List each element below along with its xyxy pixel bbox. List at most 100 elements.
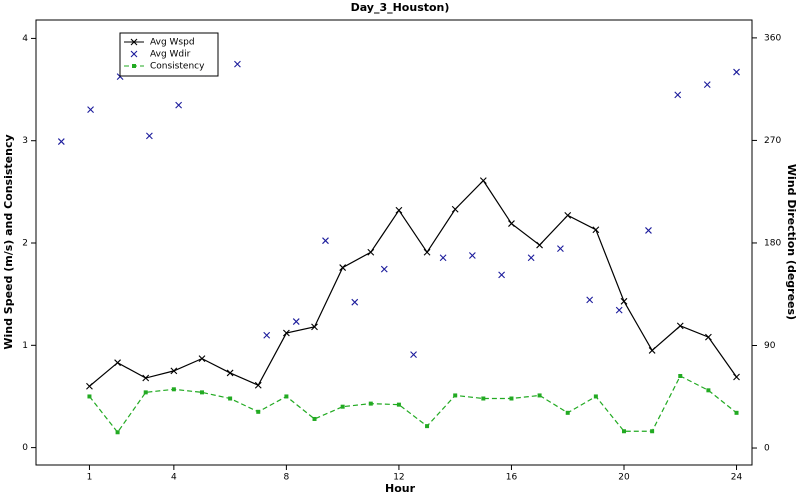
marker-stroke <box>145 132 153 140</box>
marker <box>621 429 626 434</box>
marker-stroke <box>439 254 447 262</box>
marker <box>87 394 92 399</box>
marker-stroke <box>114 359 121 367</box>
marker <box>86 382 93 390</box>
marker <box>453 393 458 398</box>
x-tick-label: 8 <box>284 473 290 483</box>
marker-stroke <box>367 248 375 256</box>
marker <box>311 323 318 331</box>
marker <box>593 394 598 399</box>
marker-stroke <box>479 177 487 184</box>
marker-stroke <box>142 374 150 382</box>
marker-stroke <box>87 106 94 114</box>
marker <box>479 177 487 184</box>
marker <box>199 390 204 395</box>
marker <box>537 393 542 398</box>
marker-stroke <box>527 254 535 262</box>
legend-label: Avg Wdir <box>150 50 191 60</box>
marker <box>284 394 289 399</box>
marker <box>145 132 153 140</box>
marker <box>410 351 417 358</box>
marker <box>175 101 183 109</box>
marker-stroke <box>351 298 359 306</box>
marker <box>678 374 683 378</box>
marker <box>586 296 594 304</box>
plot-frame <box>35 19 753 466</box>
marker <box>508 220 515 227</box>
marker-stroke <box>451 205 459 213</box>
marker-stroke <box>423 248 431 256</box>
y-axis-title: Wind Speed (m/s) and Consistency <box>2 134 15 349</box>
y2-tick-label: 180 <box>764 238 781 248</box>
marker <box>425 424 430 429</box>
marker <box>676 322 684 330</box>
marker-stroke <box>283 329 290 337</box>
legend-marker <box>130 38 138 46</box>
series-line <box>89 179 738 387</box>
marker <box>114 359 121 367</box>
marker-stroke <box>254 381 262 389</box>
y2-tick-label: 90 <box>764 341 776 351</box>
legend-label: Avg Wspd <box>150 38 195 48</box>
marker-stroke <box>648 347 656 354</box>
marker <box>263 331 271 339</box>
marker <box>498 271 505 279</box>
x-tick-label: 4 <box>171 473 177 483</box>
x-tick-label: 12 <box>393 473 404 483</box>
marker <box>351 298 359 306</box>
chart-title: Day_3_Houston) <box>351 1 450 14</box>
marker <box>312 416 317 421</box>
marker <box>481 396 486 401</box>
marker <box>650 429 655 434</box>
marker-stroke <box>130 38 138 46</box>
marker-stroke <box>498 271 505 279</box>
marker <box>536 241 543 249</box>
x-axis-title: Hour <box>385 482 416 495</box>
marker <box>468 252 476 259</box>
marker <box>439 254 447 262</box>
x-tick-label: 1 <box>87 473 93 483</box>
marker <box>226 369 234 377</box>
marker-stroke <box>86 382 93 390</box>
x-tick-label: 24 <box>731 473 743 483</box>
marker-stroke <box>733 373 740 381</box>
marker-stroke <box>311 323 318 331</box>
marker <box>706 388 711 393</box>
y2-tick-label: 270 <box>764 136 781 146</box>
marker <box>509 396 514 401</box>
y2-tick-label: 360 <box>764 33 781 43</box>
x-tick-label: 16 <box>506 473 518 483</box>
marker <box>339 264 347 271</box>
marker <box>380 265 388 273</box>
marker <box>234 60 241 68</box>
marker <box>367 248 375 256</box>
marker-stroke <box>380 265 388 273</box>
y2-axis-title: Wind Direction (degrees) <box>785 164 798 320</box>
marker <box>198 355 206 362</box>
marker <box>557 245 564 253</box>
marker <box>733 373 740 381</box>
marker-stroke <box>292 318 300 325</box>
marker-stroke <box>733 68 740 76</box>
marker <box>256 409 261 414</box>
marker <box>674 91 682 99</box>
legend-label: Consistency <box>150 62 205 72</box>
marker-stroke <box>395 206 403 214</box>
marker-stroke <box>645 227 652 234</box>
y2-tick-label: 0 <box>764 444 770 454</box>
marker <box>564 212 572 219</box>
marker-stroke <box>226 369 234 377</box>
marker-stroke <box>130 50 138 58</box>
marker-stroke <box>592 226 600 234</box>
marker-stroke <box>703 81 711 88</box>
marker-stroke <box>615 306 623 314</box>
marker-stroke <box>410 351 417 358</box>
y-tick-label: 2 <box>22 239 28 249</box>
marker <box>645 227 652 234</box>
marker <box>283 329 290 337</box>
marker <box>322 237 329 245</box>
marker <box>170 367 178 375</box>
marker-stroke <box>586 296 594 304</box>
marker-stroke <box>263 331 271 339</box>
marker-stroke <box>57 138 65 145</box>
